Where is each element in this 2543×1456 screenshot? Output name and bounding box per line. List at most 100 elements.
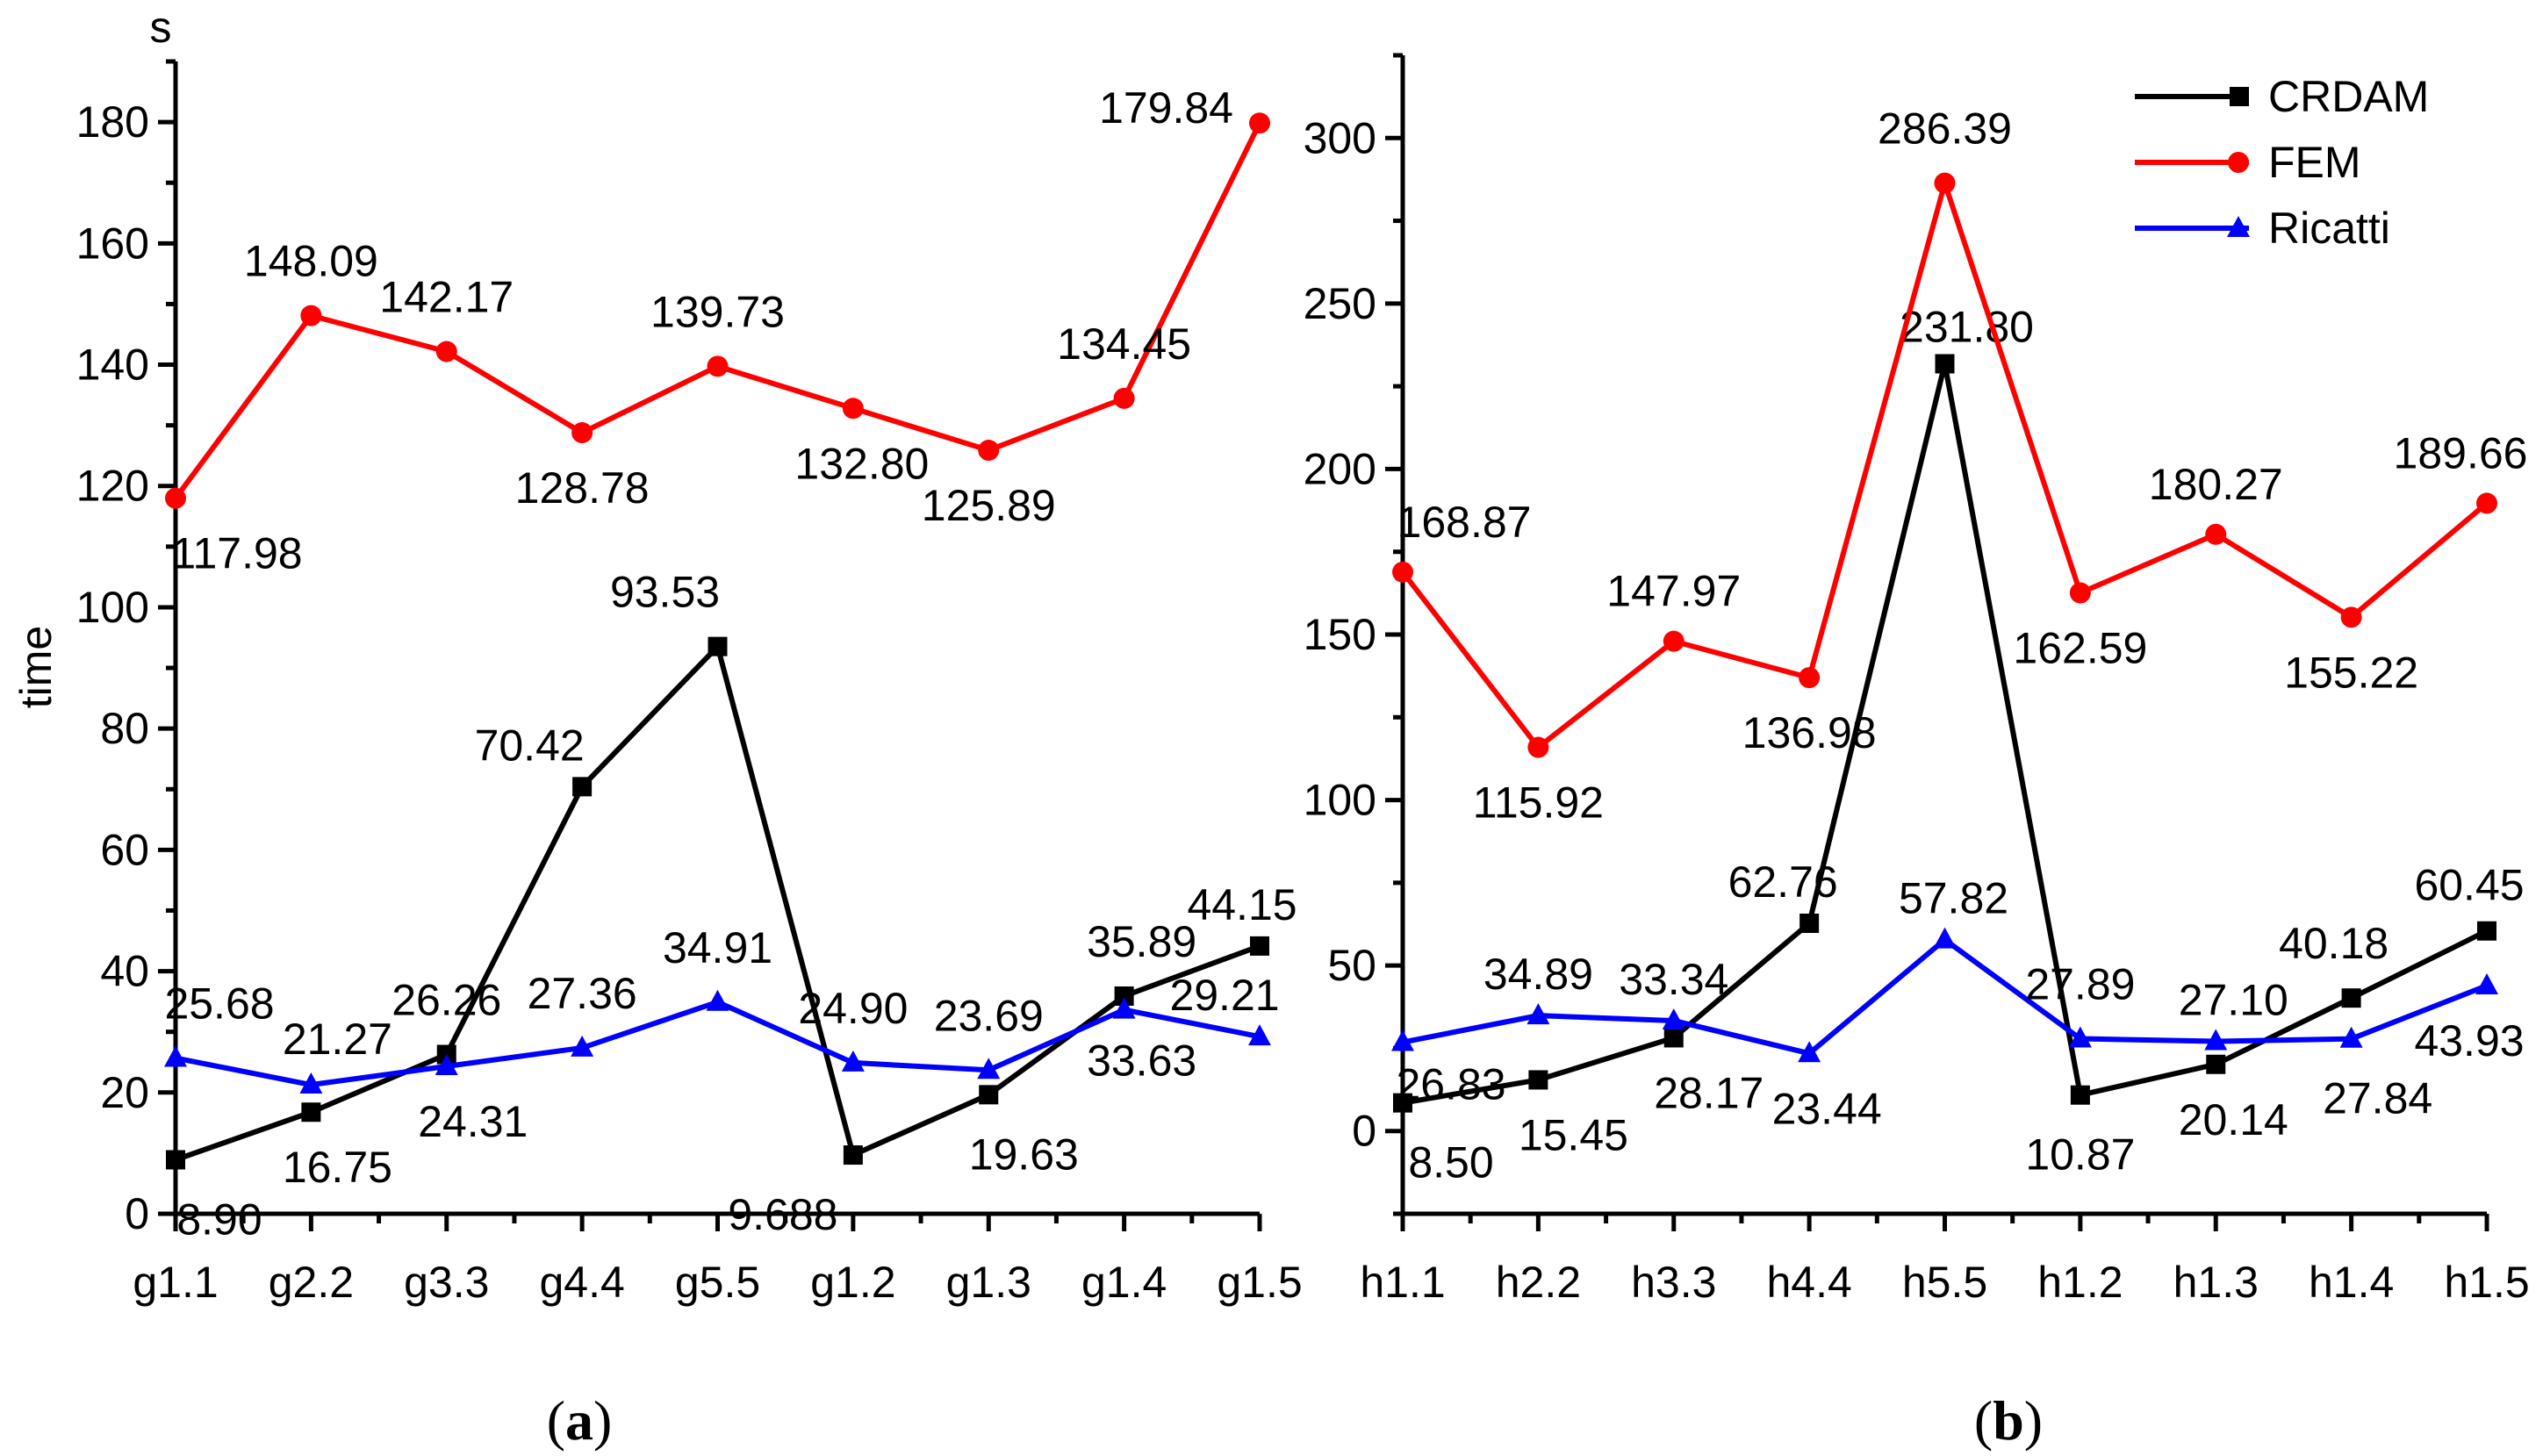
panel-b-letter: b	[1993, 1389, 2024, 1452]
ricatti-data-label: 27.36	[528, 969, 637, 1018]
fem-data-label: 162.59	[2013, 624, 2147, 673]
ricatti-point	[299, 1072, 323, 1094]
panel-a-caption: (a)	[547, 1389, 613, 1452]
y-tick-label: 100	[76, 583, 149, 632]
y-axis-unit: s	[150, 3, 172, 52]
crdam-point	[2070, 1085, 2090, 1105]
ricatti-point	[2068, 1026, 2092, 1048]
fem-point	[1113, 387, 1135, 409]
crdam-data-label: 93.53	[610, 568, 720, 617]
crdam-point	[301, 1102, 321, 1122]
ricatti-data-label: 34.89	[1483, 950, 1593, 999]
panel-a-chart: time s (a) 0 20 40 60 80 100 120 140 160 180 g1.1 g…	[11, 3, 1303, 1452]
crdam-point	[1663, 1028, 1684, 1048]
fem-point	[2476, 492, 2497, 514]
fem-point	[978, 440, 1000, 462]
crdam-data-label: 44.15	[1187, 880, 1297, 929]
legend-crdam-marker	[2230, 87, 2249, 106]
y-tick-label: 50	[1327, 941, 1376, 990]
crdam-point	[843, 1145, 863, 1166]
fem-data-label: 134.45	[1057, 319, 1191, 369]
ricatti-point	[1662, 1008, 1685, 1029]
x-tick-label: h1.5	[2444, 1258, 2529, 1307]
x-tick-label: g1.4	[1081, 1258, 1167, 1307]
ricatti-point	[1391, 1029, 1414, 1051]
crdam-point	[572, 777, 593, 797]
y-tick-label: 80	[100, 704, 149, 753]
ricatti-data-label: 43.93	[2414, 1016, 2524, 1065]
x-tick-label: h2.2	[1496, 1258, 1581, 1307]
ricatti-point	[435, 1054, 458, 1076]
ricatti-data-label: 57.82	[1899, 874, 2008, 923]
crdam-point	[2477, 921, 2496, 941]
x-tick-label: h1.1	[1360, 1258, 1445, 1307]
fem-data-label: 168.87	[1397, 498, 1532, 547]
ricatti-data-label: 27.84	[2323, 1074, 2432, 1123]
ricatti-point	[1248, 1024, 1271, 1046]
ricatti-point	[1933, 927, 1957, 949]
crdam-data-label: 10.87	[2025, 1130, 2135, 1180]
crdam-data-label: 15.45	[1519, 1110, 1628, 1159]
ricatti-data-label: 21.27	[283, 1015, 392, 1064]
ricatti-point	[841, 1050, 865, 1072]
crdam-point	[2341, 988, 2361, 1008]
legend-ricatti-label: Ricatti	[2268, 204, 2390, 253]
crdam-data-label: 60.45	[2414, 861, 2524, 910]
crdam-data-label: 9.688	[728, 1190, 837, 1239]
crdam-data-label: 35.89	[1087, 917, 1196, 966]
fem-point	[571, 422, 593, 444]
x-tick-label: g3.3	[404, 1258, 489, 1307]
fem-data-label: 286.39	[1878, 104, 2012, 154]
ricatti-data-label: 26.83	[1396, 1060, 1505, 1109]
y-tick-label: 0	[125, 1189, 149, 1238]
crdam-data-label: 62.76	[1728, 857, 1838, 907]
fem-data-label: 179.84	[1099, 83, 1233, 133]
legend: CRDAM FEM Ricatti	[2135, 72, 2429, 253]
crdam-data-label: 19.63	[969, 1130, 1079, 1179]
ricatti-data-label: 33.63	[1087, 1036, 1196, 1086]
crdam-data-label: 8.50	[1408, 1138, 1493, 1187]
ricatti-data-label: 33.34	[1619, 955, 1728, 1004]
ricatti-data-label: 24.90	[798, 984, 908, 1033]
fem-data-label: 117.98	[171, 529, 302, 578]
crdam-data-label: 40.18	[2279, 919, 2389, 968]
ricatti-point	[164, 1045, 187, 1067]
fem-point	[842, 398, 864, 420]
crdam-point	[1393, 1093, 1412, 1113]
fem-data-label: 180.27	[2149, 460, 2283, 509]
ricatti-data-label: 29.21	[1169, 971, 1279, 1020]
y-tick-label: 60	[100, 825, 149, 874]
ricatti-data-label: 23.44	[1772, 1084, 1882, 1133]
crdam-data-label: 70.42	[475, 721, 585, 770]
ricatti-data-label: 23.69	[934, 991, 1044, 1040]
fem-point	[1663, 630, 1685, 652]
x-tick-label: g5.5	[675, 1258, 760, 1307]
ricatti-point	[1798, 1041, 1821, 1063]
fem-point	[165, 487, 186, 509]
x-tick-label: g1.5	[1217, 1258, 1302, 1307]
ricatti-point	[1112, 997, 1136, 1019]
crdam-point	[166, 1150, 185, 1170]
fem-data-label: 139.73	[650, 287, 785, 336]
y-tick-label: 180	[76, 97, 149, 147]
crdam-point	[1935, 354, 1955, 374]
ricatti-data-label: 27.89	[2025, 960, 2135, 1009]
legend-crdam-label: CRDAM	[2268, 72, 2429, 121]
crdam-data-label: 8.90	[176, 1194, 262, 1244]
fem-point	[1392, 561, 1413, 583]
fem-data-label: 132.80	[794, 439, 929, 488]
crdam-data-label: 20.14	[2179, 1095, 2288, 1144]
fem-point	[2340, 606, 2362, 628]
fem-point	[707, 355, 729, 377]
fem-data-label: 115.92	[1473, 778, 1604, 828]
crdam-point	[708, 636, 728, 656]
ricatti-data-label: 25.68	[164, 979, 274, 1029]
y-tick-label: 20	[100, 1068, 149, 1117]
y-tick-label: 150	[1304, 610, 1376, 659]
x-tick-label: g2.2	[269, 1258, 354, 1307]
crdam-data-label: 28.17	[1654, 1068, 1764, 1117]
fem-point	[1527, 736, 1549, 758]
ricatti-point	[1527, 1003, 1550, 1025]
panel-b-chart: (b) 0 50 100 150 200 250 300 h1.1 h2.2 h3.3 h4.4 h5…	[1304, 53, 2530, 1452]
